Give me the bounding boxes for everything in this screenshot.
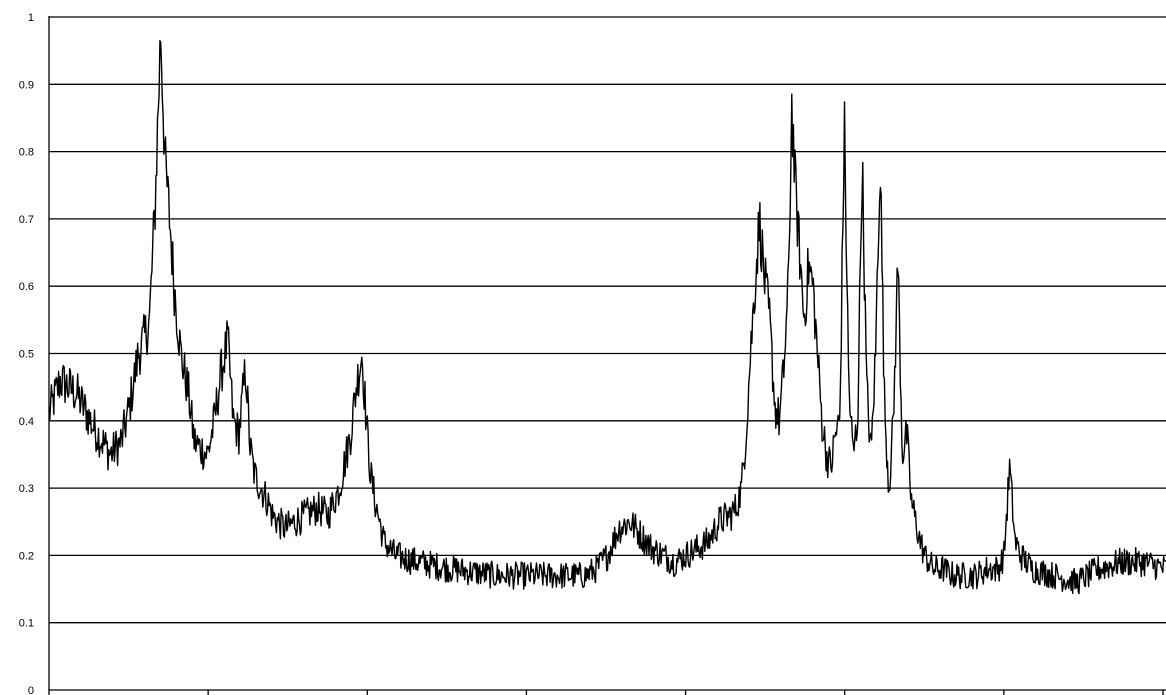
y-tick-label-7: 0.7 [19,214,34,226]
tick-labels: 0 0.1 0.2 0.3 0.4 0.5 0.6 0.7 0.8 0.9 1 [19,12,34,695]
y-tick-label-8: 0.8 [19,147,34,159]
y-tick-label-5: 0.5 [19,349,34,361]
y-tick-label-4: 0.4 [19,416,34,428]
y-tick-label-10: 1 [28,12,34,24]
y-tick-label-9: 0.9 [19,79,34,91]
y-tick-label-0: 0 [28,685,34,695]
axes [48,16,1166,695]
y-tick-label-3: 0.3 [19,483,34,495]
y-tick-label-1: 0.1 [19,618,34,630]
gridlines [49,16,1166,624]
series [48,40,1166,595]
y-tick-label-6: 0.6 [19,281,34,293]
series-line-0 [48,40,1166,595]
y-tick-label-2: 0.2 [19,550,34,562]
